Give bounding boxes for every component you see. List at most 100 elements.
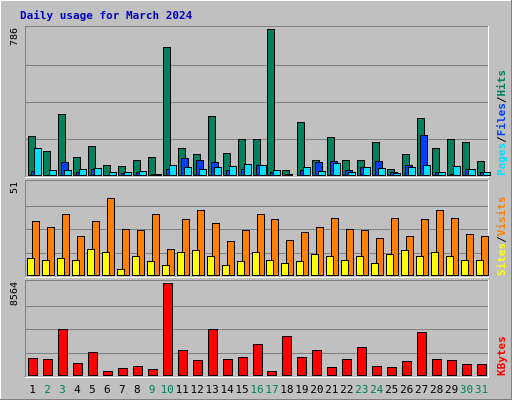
bar-pages: [214, 167, 222, 176]
panel-legend: Sites/Visits: [495, 197, 508, 277]
bar-pages: [109, 172, 117, 176]
bar-kbytes: [447, 360, 457, 376]
bar-kbytes: [223, 359, 233, 376]
bar-pages: [273, 170, 281, 176]
legend-files: Files: [495, 103, 508, 136]
chart-title: Daily usage for March 2024: [20, 9, 193, 22]
bar-visits: [242, 230, 250, 276]
bar-kbytes: [282, 336, 292, 376]
bar-visits: [227, 241, 235, 276]
bar-pages: [169, 165, 177, 176]
day-label: 31: [475, 383, 488, 396]
bar-kbytes: [327, 367, 337, 376]
day-label: 29: [445, 383, 458, 396]
bar-kbytes: [253, 344, 263, 376]
day-label: 15: [235, 383, 248, 396]
bar-kbytes: [193, 360, 203, 376]
bar-visits: [137, 230, 145, 276]
bar-visits: [436, 210, 444, 276]
bar-kbytes: [58, 329, 68, 376]
bar-sites: [207, 256, 215, 276]
bar-sites: [72, 260, 80, 276]
bar-pages: [79, 169, 87, 176]
bar-sites: [42, 260, 50, 276]
day-label: 9: [149, 383, 156, 396]
bar-kbytes: [208, 329, 218, 376]
bar-visits: [257, 214, 265, 276]
legend-hits: Hits: [495, 70, 508, 97]
bar-pages: [468, 169, 476, 176]
day-label: 6: [104, 383, 111, 396]
bar-visits: [107, 198, 115, 276]
bar-visits: [391, 218, 399, 276]
bar-pages: [438, 172, 446, 176]
bar-kbytes: [432, 359, 442, 376]
day-label: 23: [355, 383, 368, 396]
bar-sites: [326, 256, 334, 276]
bar-visits: [182, 219, 190, 276]
bar-kbytes: [417, 332, 427, 376]
bar-pages: [124, 172, 132, 176]
bar-sites: [252, 252, 260, 276]
bar-sites: [401, 250, 409, 276]
bar-sites: [431, 252, 439, 276]
bar-hits: [43, 151, 51, 176]
bar-sites: [237, 261, 245, 276]
bar-sites: [356, 256, 364, 276]
day-label: 17: [265, 383, 278, 396]
bar-hits: [432, 148, 440, 176]
bar-visits: [62, 214, 70, 276]
bar-sites: [311, 254, 319, 276]
bar-visits: [47, 227, 55, 276]
bar-pages: [244, 164, 252, 176]
legend-kbytes: KBytes: [495, 336, 508, 376]
bar-visits: [271, 219, 279, 276]
bar-sites: [296, 261, 304, 276]
legend-separator: /: [495, 96, 508, 103]
bar-visits: [361, 230, 369, 276]
bar-hits: [163, 47, 171, 176]
bar-kbytes: [148, 369, 158, 376]
bar-sites: [266, 260, 274, 276]
legend-sites: Sites: [495, 243, 508, 276]
day-label: 12: [190, 383, 203, 396]
bar-sites: [177, 252, 185, 276]
bar-sites: [461, 260, 469, 276]
bar-pages: [34, 148, 42, 176]
panel-kbytes: 8564 KBytes: [9, 280, 508, 378]
bar-kbytes: [357, 347, 367, 376]
bar-kbytes: [372, 366, 382, 376]
bar-kbytes: [103, 371, 113, 376]
bar-pages: [94, 168, 102, 176]
bar-visits: [286, 240, 294, 276]
legend-separator: /: [495, 236, 508, 243]
bar-sites: [371, 263, 379, 276]
bar-pages: [333, 163, 341, 176]
bar-sites: [147, 261, 155, 276]
bar-pages: [64, 170, 72, 176]
bar-kbytes: [88, 352, 98, 376]
bar-files: [285, 174, 293, 176]
bar-kbytes: [267, 371, 277, 376]
bar-sites: [117, 269, 125, 276]
day-label: 10: [161, 383, 174, 396]
bar-sites: [386, 254, 394, 276]
bar-pages: [423, 165, 431, 176]
day-label: 2: [44, 383, 51, 396]
bar-visits: [316, 227, 324, 276]
day-label: 11: [176, 383, 189, 396]
bar-kbytes: [73, 363, 83, 376]
bar-visits: [451, 218, 459, 276]
bar-visits: [421, 219, 429, 276]
bar-hits: [148, 157, 156, 176]
bar-pages: [49, 170, 57, 176]
bar-sites: [341, 260, 349, 276]
bar-pages: [139, 171, 147, 176]
day-label: 7: [119, 383, 126, 396]
bar-kbytes: [43, 359, 53, 376]
bar-kbytes: [477, 364, 487, 376]
bar-sites: [476, 260, 484, 276]
bar-kbytes: [178, 350, 188, 376]
